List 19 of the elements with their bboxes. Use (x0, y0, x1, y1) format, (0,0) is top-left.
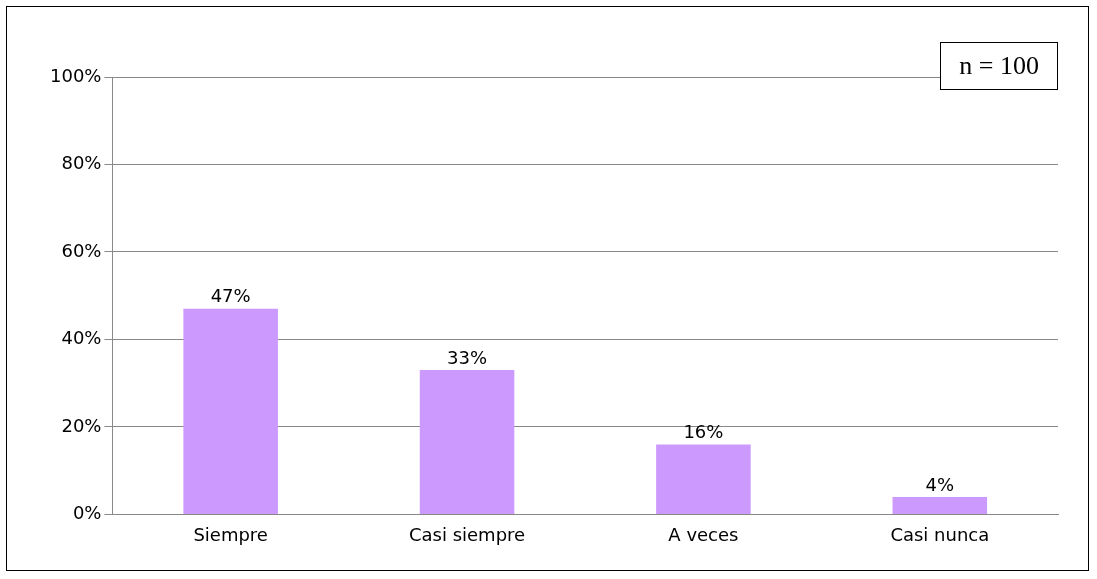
bar (892, 496, 988, 514)
bar (183, 308, 278, 514)
annotation: n = 100 (940, 42, 1058, 90)
x-tick-label: Siempre (193, 523, 268, 545)
bar (656, 444, 751, 514)
y-tick-label: 0% (72, 502, 102, 524)
x-tick-label: Casi nunca (890, 523, 990, 545)
y-tick-label: 40% (61, 327, 102, 349)
data-label: 4% (925, 473, 955, 495)
x-tick-label: A veces (668, 523, 739, 545)
bar (419, 370, 515, 514)
y-tick-label: 20% (61, 414, 102, 436)
data-label: 16% (683, 421, 724, 443)
data-label: 33% (447, 346, 488, 368)
x-tick-label: Casi siempre (408, 523, 526, 545)
data-label: 47% (210, 285, 251, 307)
y-tick-label: 80% (61, 152, 102, 174)
y-tick-label: 60% (61, 239, 102, 261)
y-tick-label: 100% (49, 64, 102, 86)
